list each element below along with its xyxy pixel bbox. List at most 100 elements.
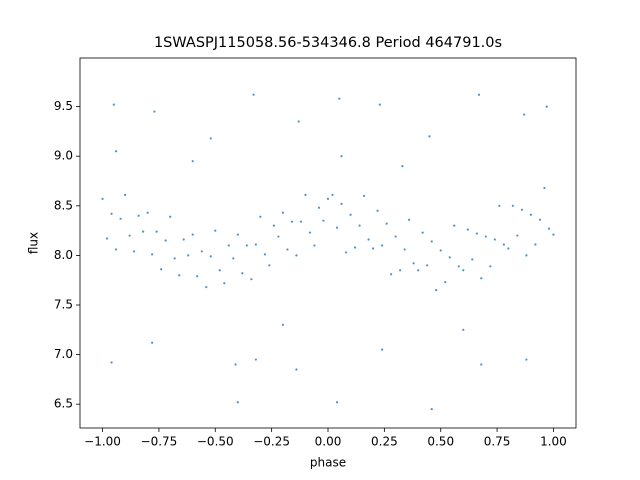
data-point bbox=[164, 239, 167, 242]
data-point bbox=[520, 208, 523, 211]
data-point bbox=[151, 341, 154, 344]
data-point bbox=[462, 328, 465, 331]
data-point bbox=[128, 234, 131, 237]
data-point bbox=[516, 234, 519, 237]
data-point bbox=[173, 257, 176, 260]
data-point bbox=[412, 262, 415, 265]
data-point bbox=[523, 113, 526, 116]
x-tick-label: −0.50 bbox=[197, 435, 234, 449]
data-point bbox=[428, 135, 431, 138]
data-point bbox=[142, 230, 145, 233]
data-point bbox=[196, 275, 199, 278]
data-point bbox=[529, 213, 533, 216]
data-point bbox=[525, 254, 528, 257]
data-point bbox=[191, 233, 194, 236]
data-point bbox=[453, 224, 456, 227]
data-point bbox=[308, 231, 312, 234]
y-tick-label: 8.5 bbox=[54, 198, 73, 212]
data-point bbox=[295, 254, 298, 257]
data-point bbox=[543, 186, 546, 190]
data-point bbox=[421, 231, 424, 234]
y-tick-label: 9.5 bbox=[54, 99, 73, 113]
data-point bbox=[507, 247, 510, 250]
data-point bbox=[252, 93, 255, 96]
data-point bbox=[263, 253, 266, 256]
data-point bbox=[182, 238, 185, 241]
x-tick-label: −0.75 bbox=[141, 435, 178, 449]
data-point bbox=[151, 253, 154, 256]
data-point bbox=[367, 238, 370, 241]
data-point bbox=[390, 273, 393, 276]
data-point bbox=[430, 240, 433, 243]
data-point bbox=[401, 165, 404, 168]
x-tick-label: 0.75 bbox=[484, 435, 511, 449]
data-point bbox=[169, 215, 172, 218]
data-point bbox=[525, 358, 528, 361]
data-point bbox=[547, 227, 551, 230]
data-point bbox=[119, 217, 122, 220]
data-point bbox=[408, 218, 411, 221]
data-point bbox=[133, 250, 136, 253]
data-point bbox=[304, 193, 307, 196]
data-point bbox=[326, 197, 330, 200]
data-point bbox=[277, 235, 280, 238]
data-point bbox=[498, 204, 501, 207]
x-tick-label: −0.25 bbox=[253, 435, 290, 449]
data-point bbox=[286, 248, 289, 251]
data-point bbox=[484, 235, 487, 238]
data-point bbox=[471, 258, 474, 261]
data-point bbox=[123, 193, 127, 196]
data-point bbox=[403, 248, 406, 251]
data-point bbox=[439, 249, 442, 252]
data-point bbox=[462, 269, 465, 272]
data-point bbox=[448, 256, 451, 259]
data-point bbox=[101, 197, 104, 200]
data-point bbox=[353, 246, 357, 249]
data-point bbox=[160, 268, 163, 271]
data-point bbox=[335, 401, 339, 404]
data-point bbox=[250, 278, 253, 281]
data-point bbox=[376, 209, 379, 212]
data-point bbox=[236, 233, 239, 236]
data-point bbox=[105, 237, 109, 240]
data-point bbox=[426, 264, 429, 267]
x-axis-label: phase bbox=[310, 456, 346, 470]
data-point bbox=[112, 103, 115, 106]
data-point bbox=[114, 150, 118, 153]
y-tick-label: 8.0 bbox=[54, 248, 73, 262]
data-point bbox=[299, 220, 303, 223]
data-point bbox=[344, 251, 348, 254]
data-point bbox=[245, 244, 248, 247]
data-point bbox=[362, 194, 366, 197]
chart-title: 1SWASPJ115058.56-534346.8 Period 464791.… bbox=[154, 35, 502, 51]
data-point bbox=[236, 401, 239, 404]
data-point bbox=[281, 211, 285, 214]
data-point bbox=[358, 224, 361, 227]
x-tick-label: 1.00 bbox=[540, 435, 567, 449]
data-point bbox=[322, 219, 325, 222]
data-point bbox=[187, 254, 190, 257]
data-point bbox=[466, 228, 469, 231]
data-point bbox=[338, 97, 341, 100]
data-point bbox=[371, 247, 375, 250]
data-point bbox=[191, 160, 194, 163]
data-point bbox=[227, 244, 230, 247]
axes-frame bbox=[79, 57, 577, 429]
y-tick-label: 6.5 bbox=[54, 397, 73, 411]
x-tick-label: 0.00 bbox=[315, 435, 342, 449]
data-point bbox=[511, 204, 514, 207]
data-point bbox=[430, 408, 433, 411]
data-point bbox=[538, 218, 542, 221]
y-tick-label: 7.5 bbox=[54, 297, 73, 311]
data-point bbox=[281, 323, 285, 326]
data-point bbox=[385, 222, 388, 225]
y-tick-label: 7.0 bbox=[54, 347, 73, 361]
data-point bbox=[552, 233, 555, 236]
data-point bbox=[502, 243, 505, 246]
data-point bbox=[480, 277, 483, 280]
data-point bbox=[399, 269, 402, 272]
data-point bbox=[477, 93, 481, 96]
data-point bbox=[290, 220, 294, 223]
data-point bbox=[234, 363, 237, 366]
